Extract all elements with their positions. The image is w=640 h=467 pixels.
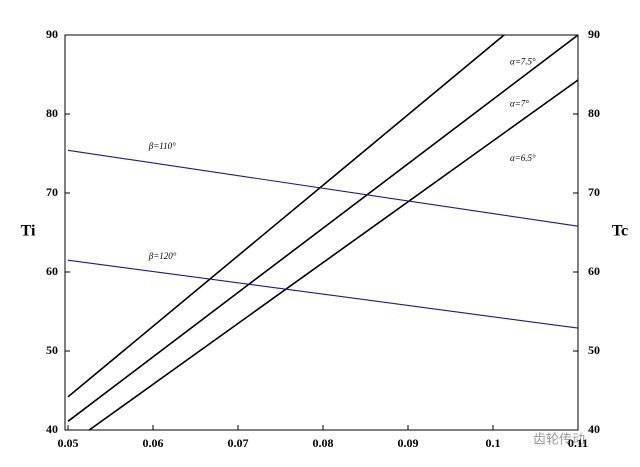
series-label: α=6.5° <box>510 153 536 163</box>
y-tick-label: 60 <box>46 264 58 278</box>
series-label: β=110° <box>148 141 176 151</box>
y2-axis-label: Tc <box>612 223 628 240</box>
y-tick-label: 50 <box>46 343 58 357</box>
y2-tick-label: 60 <box>588 264 600 278</box>
y-tick-label: 80 <box>46 106 58 120</box>
series-line <box>67 34 505 398</box>
y2-tick-label: 40 <box>588 422 600 436</box>
x-tick-label: 0.11 <box>568 436 588 450</box>
y-tick-label: 70 <box>46 185 58 199</box>
series-label: α=7° <box>510 99 529 109</box>
series-label: β=120° <box>148 251 177 261</box>
x-tick-label: 0.08 <box>313 436 334 450</box>
series-label: α=7.5° <box>510 57 536 67</box>
series-line <box>67 259 579 329</box>
series-line <box>88 79 579 431</box>
y2-tick-label: 80 <box>588 106 600 120</box>
series-line <box>67 34 579 422</box>
watermark: 齿轮传动 <box>533 433 585 448</box>
y-axis-label: Ti <box>21 223 36 240</box>
y-tick-label: 40 <box>46 422 58 436</box>
y-tick-label: 90 <box>46 27 58 41</box>
plot-frame <box>64 34 579 431</box>
x-tick-label: 0.07 <box>228 436 249 450</box>
x-tick-label: 0.1 <box>486 436 501 450</box>
y2-tick-label: 70 <box>588 185 600 199</box>
y2-tick-label: 50 <box>588 343 600 357</box>
x-tick-label: 0.06 <box>143 436 164 450</box>
y2-tick-label: 90 <box>588 27 600 41</box>
series-line <box>67 149 579 227</box>
x-tick-label: 0.05 <box>58 436 79 450</box>
x-tick-label: 0.09 <box>398 436 419 450</box>
